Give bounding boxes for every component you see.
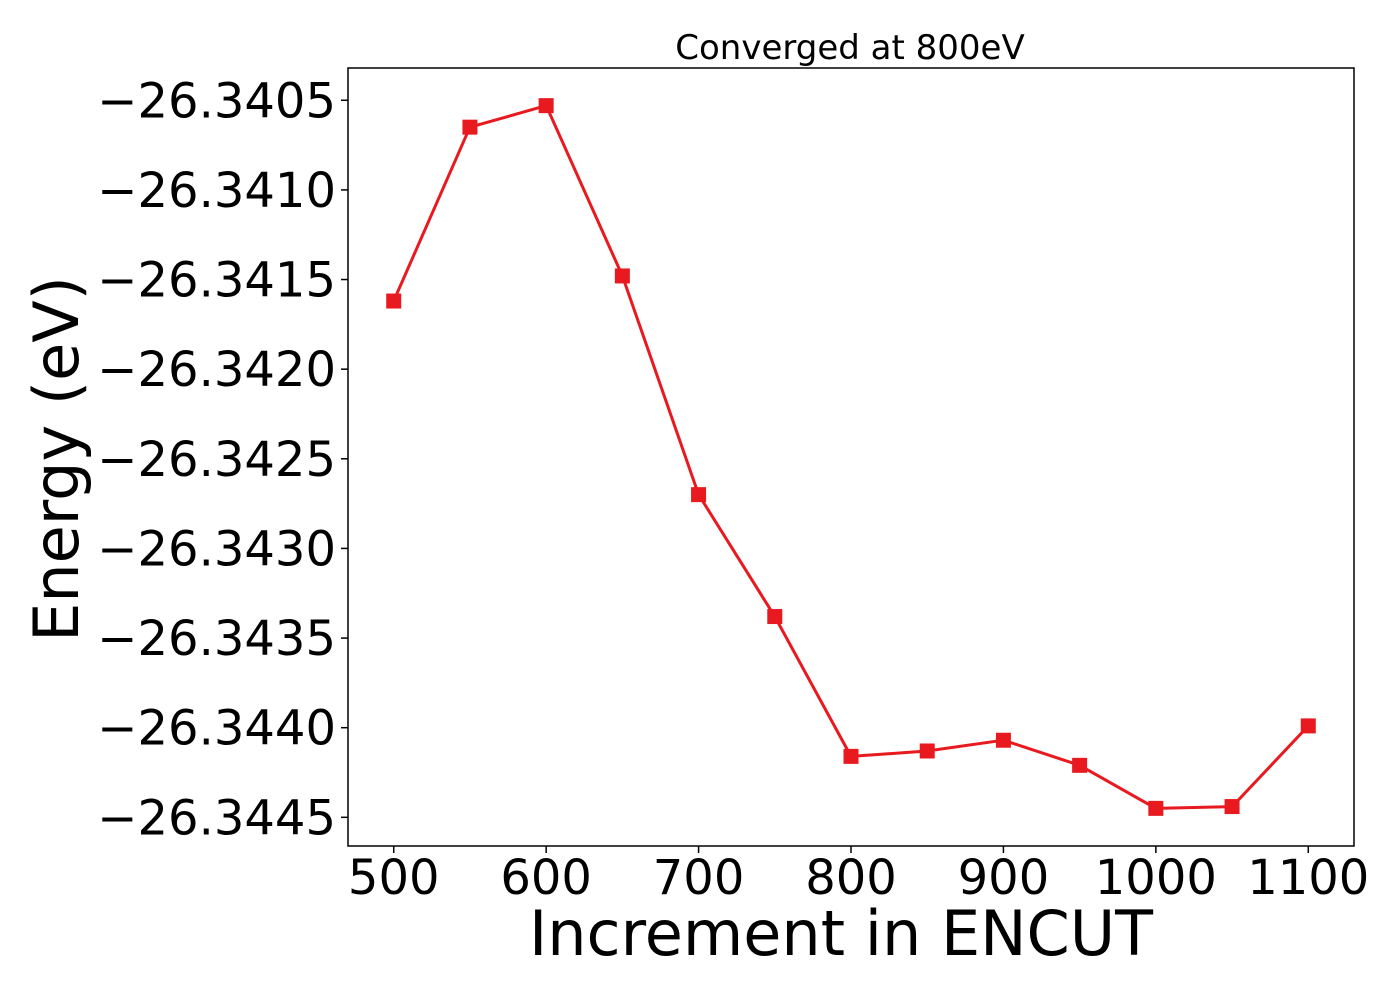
data-point: [462, 119, 478, 135]
y-tick-label: −26.3415: [97, 253, 336, 309]
y-tick-label: −26.3425: [97, 432, 336, 488]
x-tick-label: 700: [653, 850, 745, 906]
y-tick-label: −26.3445: [97, 790, 336, 846]
x-tick-label: 1100: [1247, 850, 1369, 906]
data-point: [1148, 800, 1164, 816]
data-point: [995, 732, 1011, 748]
y-tick-label: −26.3405: [97, 73, 336, 129]
data-point: [843, 748, 859, 764]
data-point: [691, 487, 707, 503]
data-point: [767, 609, 783, 625]
y-tick-label: −26.3440: [97, 701, 336, 757]
y-tick-label: −26.3420: [97, 342, 336, 398]
data-point: [1300, 718, 1316, 734]
x-tick-label: 500: [348, 850, 440, 906]
data-point: [919, 743, 935, 759]
y-axis-label: Energy (eV): [20, 276, 93, 642]
x-tick-label: 800: [805, 850, 897, 906]
y-tick-label: −26.3435: [97, 611, 336, 667]
data-point: [1224, 799, 1240, 815]
chart-title: Converged at 800eV: [675, 28, 1024, 68]
data-point: [614, 268, 630, 284]
data-point: [1072, 757, 1088, 773]
y-tick-label: −26.3430: [97, 521, 336, 577]
data-point: [538, 98, 554, 114]
x-axis-ticks: 500 600 700 800 900 1000 1100: [348, 846, 1369, 906]
plot-frame: [347, 67, 1355, 847]
x-axis-label: Increment in ENCUT: [529, 897, 1154, 970]
data-point: [386, 293, 402, 309]
x-tick-label: 900: [958, 850, 1050, 906]
x-tick-label: 1000: [1095, 850, 1217, 906]
y-axis-ticks: −26.3405 −26.3410 −26.3415 −26.3420 −26.3425…: [97, 73, 348, 846]
x-tick-label: 600: [500, 850, 592, 906]
y-tick-label: −26.3410: [97, 163, 336, 219]
series-layer: [386, 98, 1316, 816]
